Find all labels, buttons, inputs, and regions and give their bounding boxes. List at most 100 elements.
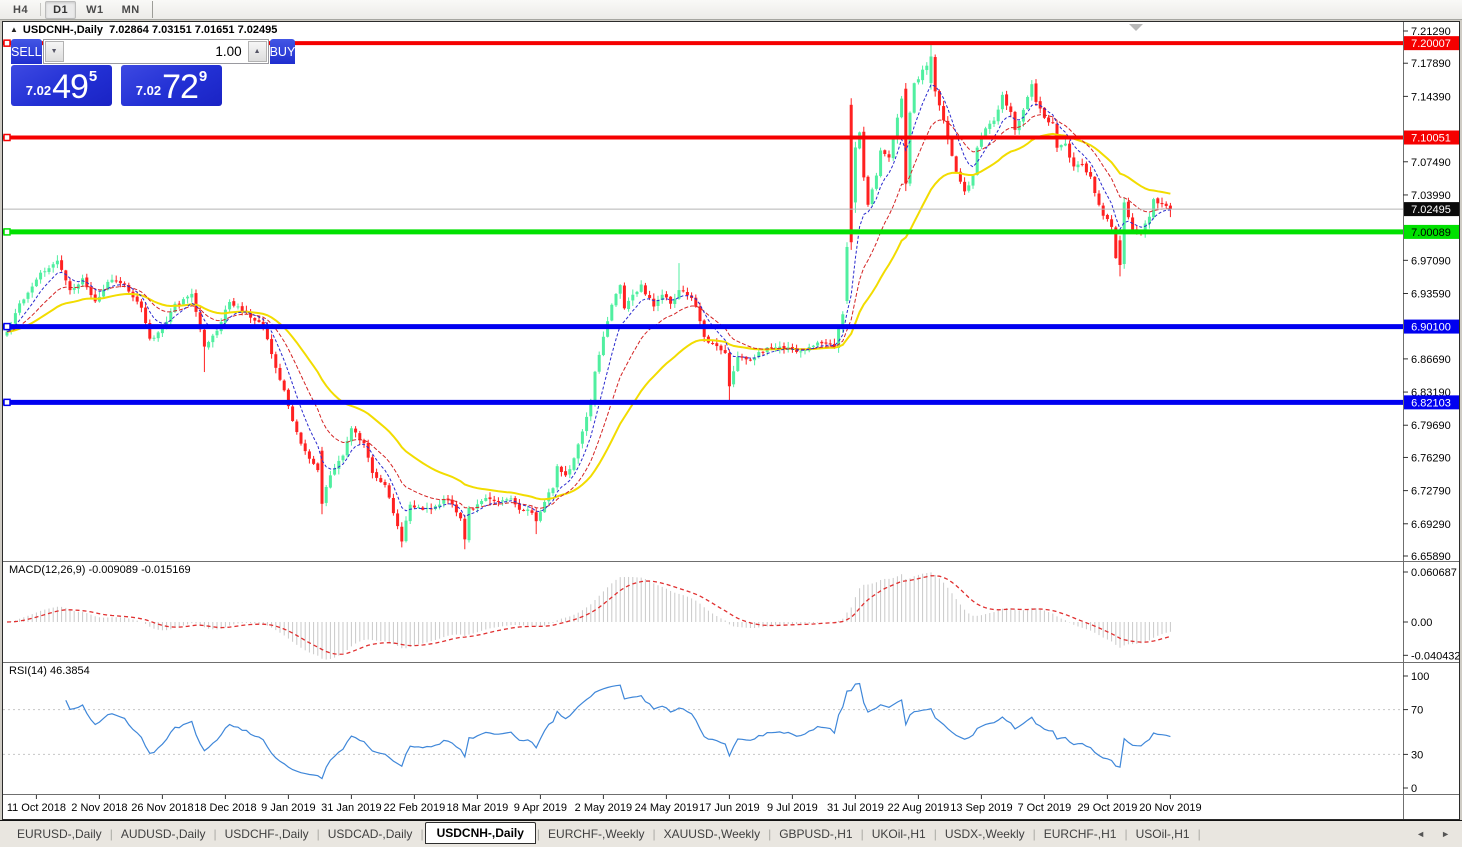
chart-tab-usdx-weekly[interactable]: USDX-,Weekly [944, 827, 1025, 841]
svg-text:70: 70 [1411, 705, 1423, 717]
svg-text:20 Nov 2019: 20 Nov 2019 [1139, 802, 1201, 814]
chart-tab-usoil-h1[interactable]: USOil-,H1 [1135, 827, 1190, 841]
svg-text:7.14390: 7.14390 [1411, 91, 1451, 103]
svg-text:7.07490: 7.07490 [1411, 157, 1451, 169]
chart-tab-xauusd-weekly[interactable]: XAUUSD-,Weekly [663, 827, 761, 841]
tab-separator: | [536, 827, 541, 841]
timeframe-button-h4[interactable]: H4 [13, 3, 29, 16]
tab-scroll-arrows: ◄ ► [1416, 829, 1450, 839]
svg-text:0.00: 0.00 [1411, 617, 1432, 629]
level-line-handle[interactable] [3, 133, 11, 142]
tab-scroll-left-icon[interactable]: ◄ [1416, 829, 1426, 839]
svg-text:6.97090: 6.97090 [1411, 255, 1451, 267]
buy-price-button[interactable]: 7.02 72 9 [121, 65, 222, 106]
toolbar-separator [40, 3, 42, 16]
level-line-handle[interactable] [3, 39, 11, 47]
level-line-handle[interactable] [3, 228, 11, 236]
svg-text:6.93590: 6.93590 [1411, 289, 1451, 301]
chart-symbol-label: USDCNH-,Daily [22, 24, 103, 36]
scroll-position-icon[interactable] [1129, 24, 1143, 31]
collapse-panel-icon[interactable]: ▲ [10, 25, 18, 34]
svg-text:-0.040432: -0.040432 [1411, 650, 1459, 662]
volume-decrease-icon[interactable]: ▼ [44, 41, 64, 62]
svg-text:7.02495: 7.02495 [1411, 204, 1451, 216]
svg-text:7.03990: 7.03990 [1411, 190, 1451, 202]
svg-text:6.65890: 6.65890 [1411, 551, 1451, 563]
timeframe-button-w1[interactable]: W1 [86, 3, 104, 16]
buy-button[interactable]: BUY [269, 39, 296, 64]
tab-separator: | [652, 827, 656, 841]
level-line-handle[interactable] [3, 322, 11, 331]
chart-tab-gbpusd-h1[interactable]: GBPUSD-,H1 [779, 827, 853, 841]
rsi-indicator-label: RSI(14) 46.3854 [9, 665, 90, 677]
price-chart-canvas[interactable]: 7.21290 7.17890 7.14390 7.07490 7.03990 6.970… [3, 22, 1459, 819]
svg-text:9 Apr 2019: 9 Apr 2019 [514, 802, 567, 814]
tab-separator: | [933, 827, 937, 841]
chart-tab-usdcnh-daily[interactable]: USDCNH-,Daily [424, 822, 536, 844]
svg-text:22 Feb 2019: 22 Feb 2019 [384, 802, 446, 814]
buy-price-prefix: 7.02 [135, 83, 162, 98]
svg-text:6.69290: 6.69290 [1411, 519, 1451, 531]
svg-text:6.76290: 6.76290 [1411, 452, 1451, 464]
svg-text:18 Mar 2019: 18 Mar 2019 [447, 802, 509, 814]
sell-price-prefix: 7.02 [25, 83, 52, 98]
chart-ohlc-values: 7.02864 7.03151 7.01651 7.02495 [109, 24, 278, 36]
svg-text:6.90100: 6.90100 [1411, 322, 1451, 334]
chart-tab-ukoil-h1[interactable]: UKOil-,H1 [871, 827, 926, 841]
svg-text:2 May 2019: 2 May 2019 [575, 802, 632, 814]
svg-text:13 Sep 2019: 13 Sep 2019 [950, 802, 1012, 814]
chart-window: 7.21290 7.17890 7.14390 7.07490 7.03990 6.970… [2, 21, 1460, 820]
toolbar-separator [151, 1, 153, 18]
svg-text:17 Jun 2019: 17 Jun 2019 [699, 802, 760, 814]
svg-text:26 Nov 2018: 26 Nov 2018 [131, 802, 193, 814]
sell-price-sup: 5 [88, 68, 98, 85]
svg-text:29 Oct 2019: 29 Oct 2019 [1077, 802, 1137, 814]
svg-text:31 Jul 2019: 31 Jul 2019 [827, 802, 884, 814]
timeframe-toolbar: H4 D1 W1 MN [0, 0, 1462, 20]
svg-text:31 Jan 2019: 31 Jan 2019 [321, 802, 382, 814]
svg-text:6.72790: 6.72790 [1411, 486, 1451, 498]
level-line-handle[interactable] [3, 398, 11, 407]
svg-text:2 Nov 2018: 2 Nov 2018 [71, 802, 127, 814]
chart-tab-eurusd-daily[interactable]: EURUSD-,Daily [17, 827, 102, 841]
tab-separator: | [213, 827, 217, 841]
chart-tab-audusd-daily[interactable]: AUDUSD-,Daily [120, 827, 206, 841]
svg-text:7.00089: 7.00089 [1411, 227, 1451, 239]
svg-text:30: 30 [1411, 749, 1423, 761]
chart-tab-eurchf-h1[interactable]: EURCHF-,H1 [1043, 827, 1117, 841]
svg-text:7.20007: 7.20007 [1411, 38, 1451, 50]
volume-increase-icon[interactable]: ▲ [247, 41, 267, 62]
chart-tab-usdcad-daily[interactable]: USDCAD-,Daily [327, 827, 413, 841]
tab-separator: | [420, 827, 424, 841]
chart-tab-eurchf-weekly[interactable]: EURCHF-,Weekly [548, 827, 645, 841]
sell-price-big: 49 [52, 68, 89, 106]
tab-separator: | [768, 827, 772, 841]
macd-indicator-label: MACD(12,26,9) -0.009089 -0.015169 [9, 564, 191, 576]
timeframe-button-d1[interactable]: D1 [45, 0, 77, 19]
svg-text:22 Aug 2019: 22 Aug 2019 [888, 802, 950, 814]
timeframe-button-mn[interactable]: MN [121, 3, 140, 16]
tab-scroll-right-icon[interactable]: ► [1441, 829, 1450, 839]
chart-tab-bar: EURUSD-,Daily | AUDUSD-,Daily | USDCHF-,Dail… [0, 820, 1462, 847]
tab-separator: | [1124, 827, 1128, 841]
svg-text:0.060687: 0.060687 [1411, 567, 1457, 579]
buy-price-big: 72 [162, 68, 199, 106]
svg-text:6.86690: 6.86690 [1411, 354, 1451, 366]
svg-text:7.17890: 7.17890 [1411, 58, 1451, 70]
svg-text:6.79690: 6.79690 [1411, 420, 1451, 432]
sell-button[interactable]: SELL [11, 39, 42, 64]
one-click-trade-panel: SELL ▼ ▲ BUY 7.02 49 5 7.02 72 9 [11, 39, 296, 106]
svg-text:18 Dec 2018: 18 Dec 2018 [194, 802, 256, 814]
volume-input[interactable] [64, 40, 247, 63]
chart-tab-usdchf-daily[interactable]: USDCHF-,Daily [224, 827, 309, 841]
buy-price-sup: 9 [198, 68, 208, 85]
tab-separator: | [316, 827, 320, 841]
svg-text:24 May 2019: 24 May 2019 [635, 802, 699, 814]
svg-text:0: 0 [1411, 783, 1417, 795]
sell-price-button[interactable]: 7.02 49 5 [11, 65, 112, 106]
chart-title: ▲ USDCNH-,Daily 7.02864 7.03151 7.01651 7… [10, 24, 277, 36]
svg-text:6.82103: 6.82103 [1411, 397, 1451, 409]
svg-text:9 Jul 2019: 9 Jul 2019 [767, 802, 818, 814]
svg-text:100: 100 [1411, 671, 1429, 683]
tab-separator: | [1197, 827, 1201, 841]
